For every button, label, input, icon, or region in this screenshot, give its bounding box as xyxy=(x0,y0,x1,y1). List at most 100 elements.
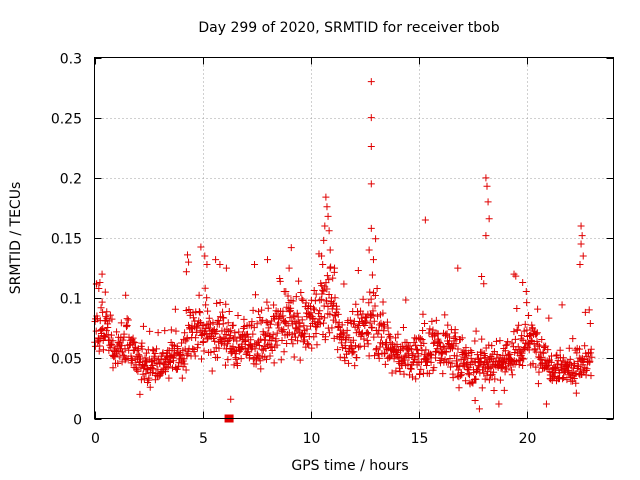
data-point xyxy=(108,315,116,323)
data-point xyxy=(202,325,210,333)
data-point xyxy=(128,355,136,363)
data-point xyxy=(326,310,334,318)
data-point xyxy=(246,352,254,360)
data-point xyxy=(289,340,297,348)
data-point xyxy=(216,260,224,268)
data-point xyxy=(404,360,412,368)
data-point xyxy=(388,369,396,377)
data-point xyxy=(352,300,360,308)
data-point xyxy=(323,203,331,211)
data-point xyxy=(281,318,289,326)
data-point xyxy=(547,358,555,366)
data-point xyxy=(488,342,496,350)
data-point xyxy=(380,327,388,335)
data-point xyxy=(485,215,493,223)
data-point xyxy=(411,353,419,361)
data-point xyxy=(439,370,447,378)
data-point xyxy=(169,341,177,349)
data-point xyxy=(402,296,410,304)
data-point xyxy=(197,243,205,251)
data-point xyxy=(233,361,241,369)
data-point xyxy=(322,333,330,341)
data-point xyxy=(257,365,265,373)
y-tick-label: 0.25 xyxy=(51,112,82,128)
data-point xyxy=(241,337,249,345)
data-point xyxy=(229,343,237,351)
data-point xyxy=(121,356,129,364)
data-point xyxy=(345,334,353,342)
data-point xyxy=(316,320,324,328)
data-point xyxy=(392,367,400,375)
data-point xyxy=(286,308,294,316)
data-point xyxy=(518,332,526,340)
data-point xyxy=(383,318,391,326)
data-point xyxy=(408,351,416,359)
data-point xyxy=(523,326,531,334)
data-point xyxy=(287,336,295,344)
data-point xyxy=(469,379,477,387)
data-point xyxy=(373,285,381,293)
data-point xyxy=(534,305,542,313)
data-point xyxy=(418,335,426,343)
data-point xyxy=(481,353,489,361)
data-point xyxy=(480,369,488,377)
data-point xyxy=(368,324,376,332)
data-point xyxy=(128,357,136,365)
data-point xyxy=(513,304,521,312)
data-point xyxy=(224,319,232,327)
data-point xyxy=(146,383,154,391)
data-point xyxy=(535,368,543,376)
data-point xyxy=(201,252,209,260)
data-point xyxy=(367,114,375,122)
data-point xyxy=(158,368,166,376)
data-point xyxy=(334,346,342,354)
data-point xyxy=(442,348,450,356)
data-point xyxy=(298,295,306,303)
data-point xyxy=(203,294,211,302)
data-point xyxy=(287,244,295,252)
data-points xyxy=(91,78,596,413)
data-point xyxy=(521,320,529,328)
data-point xyxy=(428,351,436,359)
data-point xyxy=(169,364,177,372)
data-point xyxy=(407,365,415,373)
data-point xyxy=(293,309,301,317)
data-point xyxy=(98,270,106,278)
data-point xyxy=(357,331,365,339)
data-point xyxy=(471,337,479,345)
data-point xyxy=(106,336,114,344)
data-point xyxy=(436,359,444,367)
data-point xyxy=(454,264,462,272)
data-point xyxy=(323,272,331,280)
y-tick-label: 0 xyxy=(73,413,82,429)
data-point xyxy=(312,329,320,337)
data-point xyxy=(446,363,454,371)
data-point xyxy=(502,341,510,349)
data-point xyxy=(172,327,180,335)
data-point xyxy=(294,313,302,321)
data-point xyxy=(227,327,235,335)
data-point xyxy=(321,222,329,230)
data-point xyxy=(331,294,339,302)
data-point xyxy=(289,297,297,305)
data-point xyxy=(341,357,349,365)
data-point xyxy=(531,345,539,353)
data-point xyxy=(507,366,515,374)
data-point xyxy=(515,361,523,369)
data-point xyxy=(220,334,228,342)
data-point xyxy=(366,288,374,296)
data-point xyxy=(419,310,427,318)
data-point xyxy=(209,319,217,327)
data-point xyxy=(101,288,109,296)
data-point xyxy=(369,311,377,319)
data-point xyxy=(107,341,115,349)
data-point xyxy=(120,330,128,338)
data-point xyxy=(507,356,515,364)
data-point xyxy=(149,365,157,373)
data-point xyxy=(515,321,523,329)
data-point xyxy=(310,287,318,295)
data-point xyxy=(340,280,348,288)
data-point xyxy=(301,330,309,338)
data-point xyxy=(233,337,241,345)
data-point xyxy=(587,349,595,357)
